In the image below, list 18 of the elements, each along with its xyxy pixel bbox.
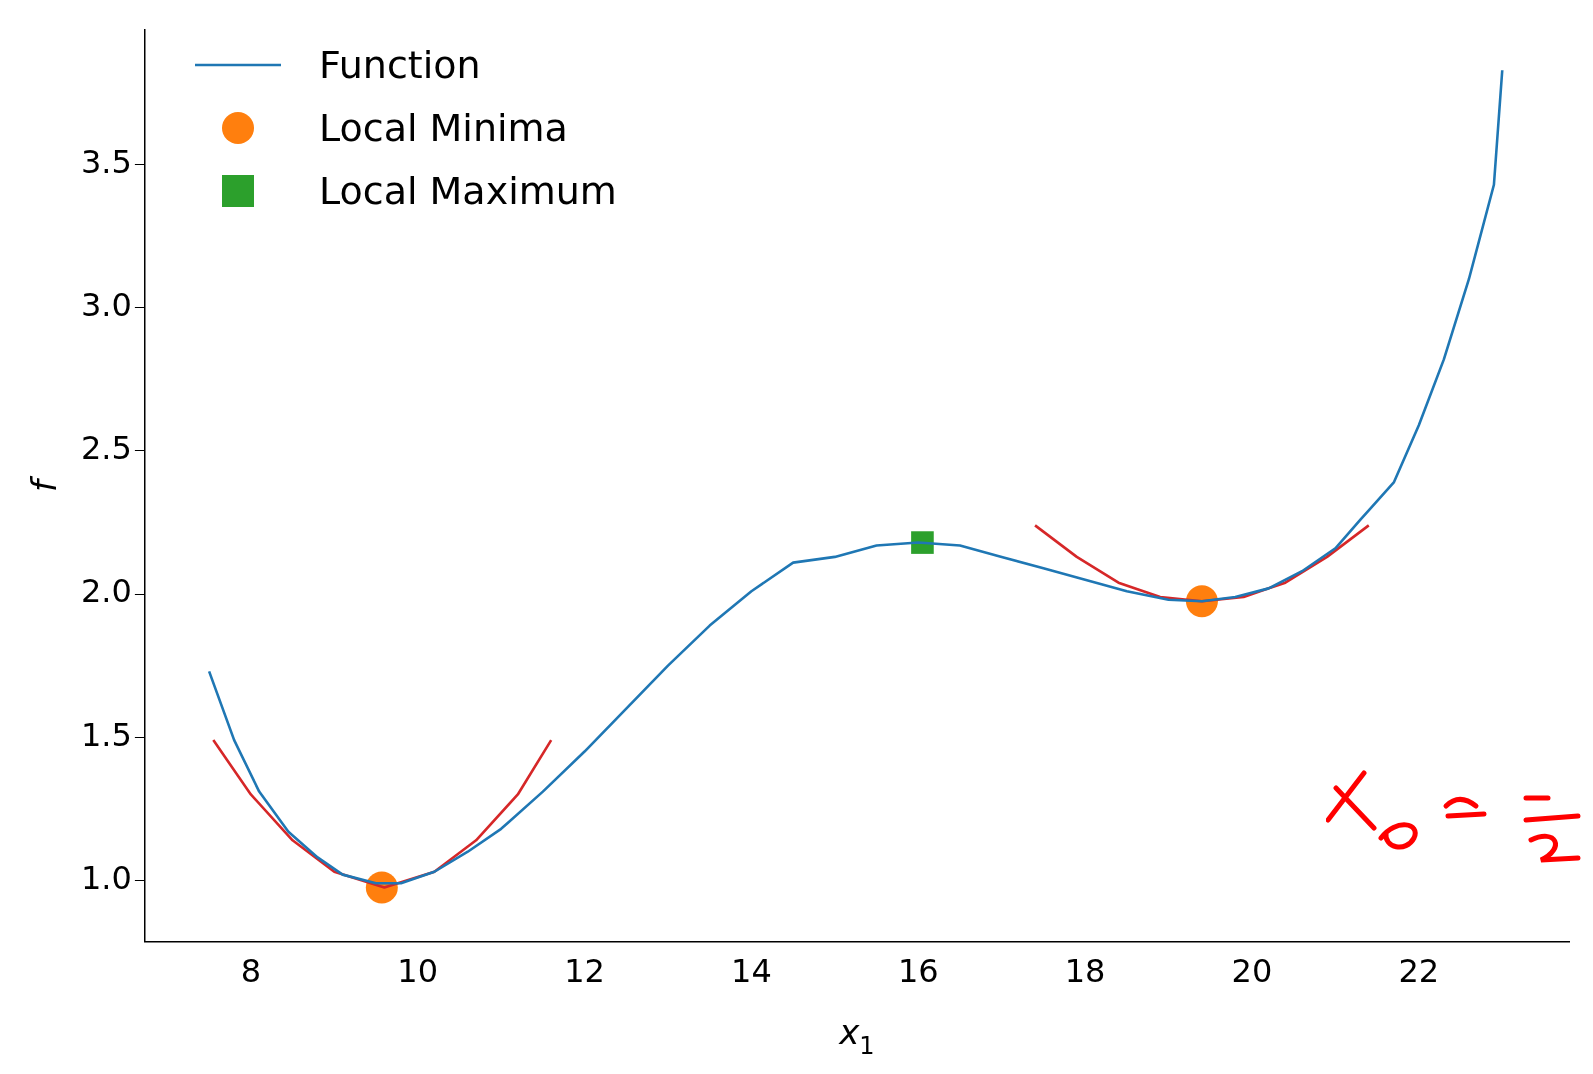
legend-label: Function	[319, 42, 481, 87]
x-tick-label: 22	[1398, 952, 1440, 991]
y-tick-label: 1.5	[81, 715, 132, 754]
x-tick-label: 10	[397, 952, 439, 991]
x-tick-label: 20	[1231, 952, 1273, 991]
y-tick-label: 3.5	[81, 143, 132, 182]
y-tick-label: 2.5	[81, 429, 132, 468]
legend-label: Local Minima	[319, 105, 568, 150]
y-tick-label: 1.0	[81, 858, 132, 897]
x-tick-label: 16	[897, 952, 939, 991]
x-tick-label: 12	[564, 952, 605, 991]
x-tick-label: 8	[240, 952, 262, 991]
y-axis-title: f	[24, 474, 64, 492]
x-tick-label: 18	[1064, 952, 1106, 991]
y-tick-label: 2.0	[81, 572, 132, 611]
legend-label: Local Maximum	[319, 168, 617, 213]
y-tick-label: 3.0	[81, 286, 132, 325]
x-tick-label: 14	[731, 952, 772, 991]
